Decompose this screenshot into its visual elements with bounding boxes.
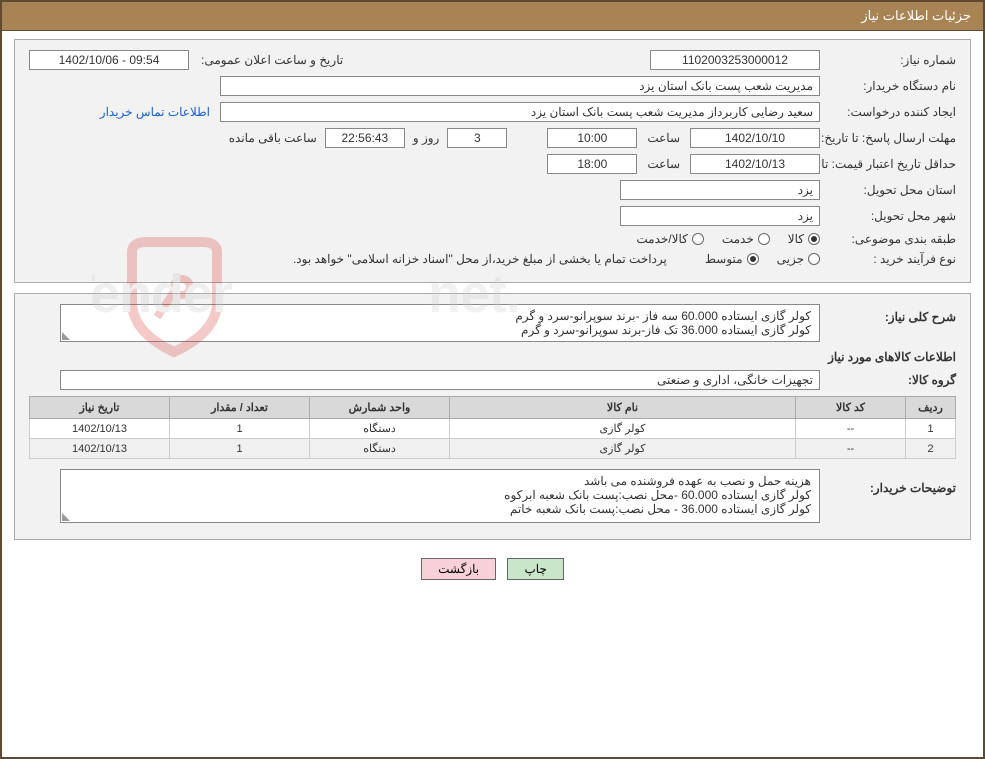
- buyer-notes-textarea[interactable]: هزینه حمل و نصب به عهده فروشنده می باشد …: [60, 469, 820, 523]
- buyer-notes-label: توضیحات خریدار:: [826, 469, 956, 495]
- need-desc-label: شرح کلی نیاز:: [826, 304, 956, 324]
- group-label: گروه کالا:: [826, 373, 956, 387]
- content-area: شماره نیاز: 1102003253000012 تاریخ و ساع…: [2, 31, 983, 596]
- buyer-org-label: نام دستگاه خریدار:: [826, 79, 956, 93]
- process-note: پرداخت تمام یا بخشی از مبلغ خرید،از محل …: [293, 252, 667, 266]
- deadline-time-label: ساعت: [647, 131, 680, 145]
- table-row: 2 -- کولر گازی دستگاه 1 1402/10/13: [30, 439, 956, 459]
- buyer-org-value: مدیریت شعب پست بانک استان یزد: [220, 76, 820, 96]
- table-header-row: ردیف کد کالا نام کالا واحد شمارش تعداد /…: [30, 397, 956, 419]
- col-qty: تعداد / مقدار: [170, 397, 310, 419]
- city-value: یزد: [620, 206, 820, 226]
- announce-label: تاریخ و ساعت اعلان عمومی:: [201, 53, 343, 67]
- radio-icon: [692, 233, 704, 245]
- col-date: تاریخ نیاز: [30, 397, 170, 419]
- col-code: کد کالا: [796, 397, 906, 419]
- deadline-remain: 22:56:43: [325, 128, 405, 148]
- process-radio-minor[interactable]: جزیی: [777, 252, 820, 266]
- button-row: چاپ بازگشت: [14, 550, 971, 588]
- info-section: شماره نیاز: 1102003253000012 تاریخ و ساع…: [14, 39, 971, 283]
- days-label: روز و: [413, 131, 440, 145]
- table-row: 1 -- کولر گازی دستگاه 1 1402/10/13: [30, 419, 956, 439]
- announce-value: 1402/10/06 - 09:54: [29, 50, 189, 70]
- back-button[interactable]: بازگشت: [421, 558, 496, 580]
- items-title: اطلاعات کالاهای مورد نیاز: [828, 350, 956, 364]
- deadline-time: 10:00: [547, 128, 637, 148]
- validity-label: حداقل تاریخ اعتبار قیمت: تا تاریخ:: [826, 157, 956, 171]
- requester-label: ایجاد کننده درخواست:: [826, 105, 956, 119]
- col-name: نام کالا: [450, 397, 796, 419]
- page-title: جزئیات اطلاعات نیاز: [861, 8, 971, 23]
- need-number-value: 1102003253000012: [650, 50, 820, 70]
- category-radio-both[interactable]: کالا/خدمت: [636, 232, 703, 246]
- validity-date: 1402/10/13: [690, 154, 820, 174]
- process-label: نوع فرآیند خرید :: [826, 252, 956, 266]
- deadline-date: 1402/10/10: [690, 128, 820, 148]
- print-button[interactable]: چاپ: [507, 558, 563, 580]
- deadline-days: 3: [447, 128, 507, 148]
- need-number-label: شماره نیاز:: [826, 53, 956, 67]
- category-radio-service[interactable]: خدمت: [722, 232, 770, 246]
- category-label: طبقه بندی موضوعی:: [826, 232, 956, 246]
- deadline-label: مهلت ارسال پاسخ: تا تاریخ:: [826, 131, 956, 145]
- validity-time-label: ساعت: [647, 157, 680, 171]
- col-row: ردیف: [906, 397, 956, 419]
- province-value: یزد: [620, 180, 820, 200]
- radio-icon: [758, 233, 770, 245]
- items-table: ردیف کد کالا نام کالا واحد شمارش تعداد /…: [29, 396, 956, 459]
- buyer-contact-link[interactable]: اطلاعات تماس خریدار: [100, 105, 210, 119]
- page-container: جزئیات اطلاعات نیاز شماره نیاز: 11020032…: [0, 0, 985, 759]
- items-section: شرح کلی نیاز: کولر گازی ایستاده 60.000 س…: [14, 293, 971, 540]
- process-radio-medium[interactable]: متوسط: [705, 252, 759, 266]
- remain-label: ساعت باقی مانده: [229, 131, 317, 145]
- resize-icon: [62, 330, 72, 340]
- radio-icon: [808, 233, 820, 245]
- col-unit: واحد شمارش: [310, 397, 450, 419]
- radio-icon: [747, 253, 759, 265]
- resize-icon: [62, 511, 72, 521]
- province-label: استان محل تحویل:: [826, 183, 956, 197]
- page-title-bar: جزئیات اطلاعات نیاز: [2, 2, 983, 31]
- group-value: تجهیزات خانگی، اداری و صنعتی: [60, 370, 820, 390]
- city-label: شهر محل تحویل:: [826, 209, 956, 223]
- validity-time: 18:00: [547, 154, 637, 174]
- category-radio-goods[interactable]: کالا: [788, 232, 820, 246]
- need-desc-textarea[interactable]: کولر گازی ایستاده 60.000 سه فاز -برند سو…: [60, 304, 820, 342]
- requester-value: سعید رضایی کاربرداز مدیریت شعب پست بانک …: [220, 102, 820, 122]
- radio-icon: [808, 253, 820, 265]
